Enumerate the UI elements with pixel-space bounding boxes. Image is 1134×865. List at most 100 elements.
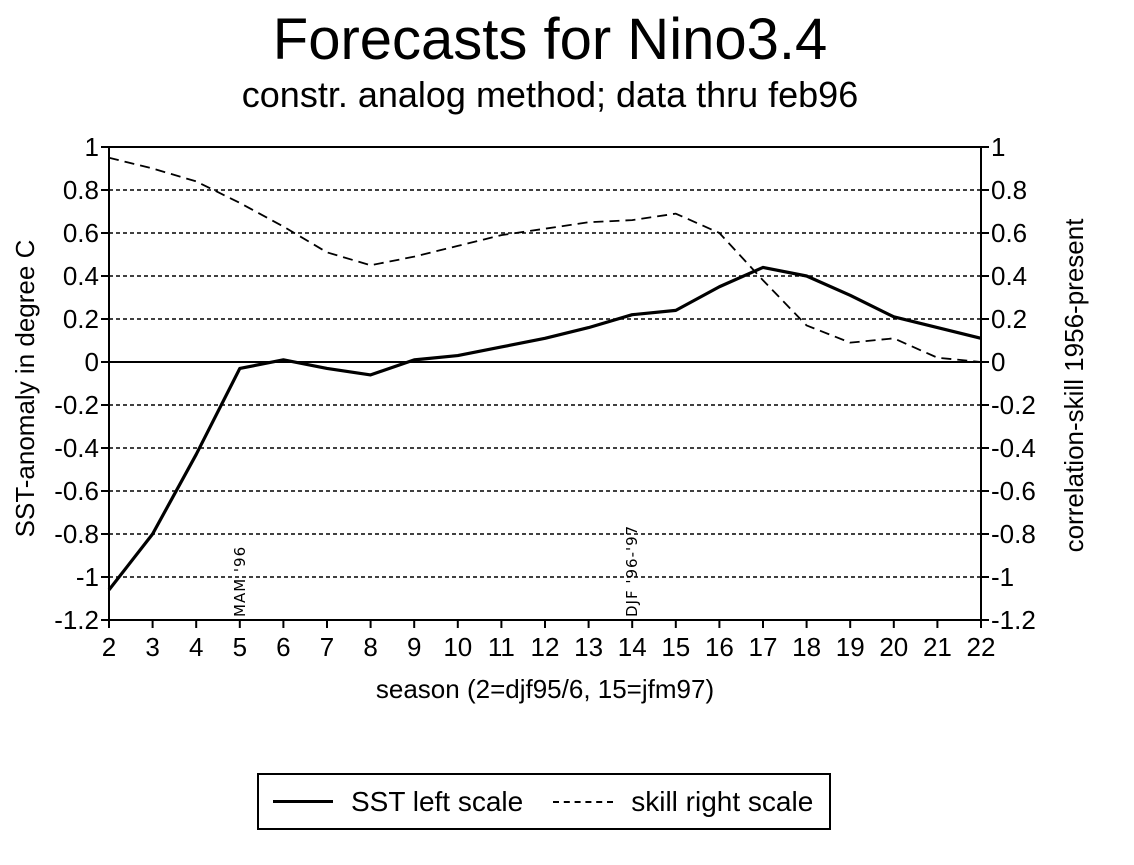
x-tick-label: 6	[276, 632, 290, 662]
data-point-sst	[369, 373, 372, 376]
left-y-tick-label: 1	[85, 132, 99, 162]
left-y-tick-label: 0.4	[63, 261, 99, 291]
left-y-tick-label: 0.2	[63, 304, 99, 334]
data-point-sst	[936, 326, 939, 329]
data-point-sst	[892, 315, 895, 318]
x-tick-label: 20	[879, 632, 908, 662]
x-tick-labels: 2 3 4 5 6 7 8 9 10 11 12 13 14 15 16 17 18 19 20 21 22	[102, 620, 996, 662]
x-axis-title: season (2=djf95/6, 15=jfm97)	[376, 674, 714, 704]
left-y-tick-label: -0.4	[54, 433, 99, 463]
data-point-sst	[849, 294, 852, 297]
data-point-sst	[282, 358, 285, 361]
data-point-skill	[326, 251, 329, 254]
data-point-sst	[238, 367, 241, 370]
x-tick-label: 8	[363, 632, 377, 662]
right-y-axis-title: correlation-skill 1956-present	[1059, 218, 1089, 553]
right-y-tick-label: 0	[991, 347, 1005, 377]
annotations: MAM '96 DJF '96-'97	[231, 525, 641, 617]
data-point-skill	[674, 212, 677, 215]
left-y-tick-label: -0.6	[54, 476, 99, 506]
data-point-skill	[238, 201, 241, 204]
data-point-skill	[369, 264, 372, 267]
series-line-sst	[107, 265, 982, 591]
left-y-axis-title: SST-anomaly in degree C	[10, 240, 40, 538]
data-point-skill	[718, 232, 721, 235]
data-point-skill	[500, 234, 503, 237]
gridlines	[109, 189, 981, 578]
data-point-skill	[456, 244, 459, 247]
x-tick-label: 13	[574, 632, 603, 662]
data-point-skill	[544, 227, 547, 230]
x-tick-label: 14	[618, 632, 647, 662]
data-point-sst	[805, 275, 808, 278]
data-point-sst	[631, 313, 634, 316]
right-y-tick-labels: 1 0.8 0.6 0.4 0.2 0 -0.2 -0.4 -0.6 -0.8 -1 -1.2	[981, 132, 1036, 635]
right-y-tick-label: 0.6	[991, 218, 1027, 248]
x-tick-label: 17	[749, 632, 778, 662]
right-y-tick-label: -0.2	[991, 390, 1036, 420]
legend-item-sst: SST left scale	[273, 786, 523, 818]
x-tick-label: 11	[488, 632, 515, 662]
left-y-tick-label: -1.2	[54, 605, 99, 635]
legend: SST left scale skill right scale	[257, 773, 831, 830]
x-tick-label: 7	[320, 632, 334, 662]
data-point-skill	[892, 337, 895, 340]
right-y-tick-label: 1	[991, 132, 1005, 162]
handwritten-annotation: DJF '96-'97	[623, 525, 641, 617]
x-tick-label: 9	[407, 632, 421, 662]
left-y-tick-label: 0.8	[63, 175, 99, 205]
x-tick-label: 22	[967, 632, 996, 662]
x-tick-label: 2	[102, 632, 116, 662]
legend-swatch-solid	[273, 800, 333, 803]
data-point-sst	[587, 326, 590, 329]
series-lines	[107, 156, 982, 591]
series-line-skill	[108, 156, 982, 363]
x-tick-label: 5	[233, 632, 247, 662]
data-point-sst	[718, 285, 721, 288]
data-point-skill	[413, 255, 416, 258]
right-y-tick-label: 0.4	[991, 261, 1027, 291]
data-point-skill	[195, 180, 198, 183]
data-point-skill	[805, 324, 808, 327]
legend-item-skill: skill right scale	[553, 786, 813, 818]
data-point-skill	[151, 167, 154, 170]
x-tick-label: 3	[145, 632, 159, 662]
left-y-tick-label: -0.8	[54, 519, 99, 549]
right-y-tick-label: 0.8	[991, 175, 1027, 205]
plot-frame	[108, 146, 982, 621]
right-y-tick-label: -0.4	[991, 433, 1036, 463]
handwritten-annotation: MAM '96	[231, 546, 249, 617]
data-point-skill	[631, 219, 634, 222]
data-point-skill	[282, 225, 285, 228]
legend-label-sst: SST left scale	[351, 785, 524, 817]
right-y-tick-label: -0.6	[991, 476, 1036, 506]
data-point-sst	[195, 453, 198, 456]
data-point-skill	[936, 356, 939, 359]
x-tick-label: 18	[792, 632, 821, 662]
x-tick-label: 21	[923, 632, 952, 662]
data-point-sst	[674, 309, 677, 312]
data-point-skill	[762, 279, 765, 282]
legend-label-skill: skill right scale	[631, 785, 814, 817]
legend-swatch-dashed	[553, 800, 614, 803]
left-y-tick-labels: 1 0.8 0.6 0.4 0.2 0 -0.2 -0.4 -0.6 -0.8 -1 -1.2	[54, 132, 109, 635]
data-point-sst	[413, 358, 416, 361]
x-tick-label: 16	[705, 632, 734, 662]
left-y-tick-label: -0.2	[54, 390, 99, 420]
chart-title: Forecasts for Nino3.4	[272, 7, 828, 72]
right-y-tick-label: 0.2	[991, 304, 1027, 334]
data-point-sst	[500, 345, 503, 348]
data-point-sst	[456, 354, 459, 357]
data-point-skill	[587, 221, 590, 224]
left-y-tick-label: -1	[76, 562, 99, 592]
data-point-sst	[326, 367, 329, 370]
right-y-tick-label: -0.8	[991, 519, 1036, 549]
right-y-tick-label: -1	[991, 562, 1014, 592]
x-tick-label: 15	[661, 632, 690, 662]
x-tick-label: 19	[836, 632, 865, 662]
data-point-skill	[849, 341, 852, 344]
x-tick-label: 4	[189, 632, 203, 662]
data-point-sst	[151, 533, 154, 536]
data-point-sst	[544, 337, 547, 340]
